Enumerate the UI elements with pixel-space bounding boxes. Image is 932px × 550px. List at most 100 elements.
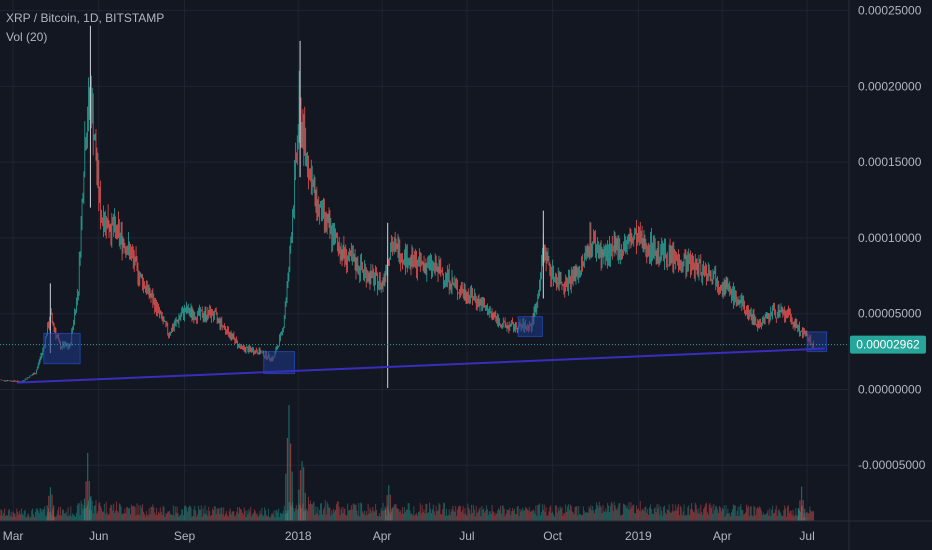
volume-bar xyxy=(630,502,632,521)
volume-bar xyxy=(527,510,529,521)
volume-bar xyxy=(16,508,18,521)
volume-bar xyxy=(539,503,541,521)
volume-bar xyxy=(352,503,354,521)
volume-indicator-title[interactable]: Vol (20) xyxy=(6,30,48,44)
volume-bar xyxy=(271,512,273,521)
volume-bar xyxy=(587,513,589,521)
volume-bar xyxy=(302,503,304,521)
volume-bar xyxy=(609,505,611,521)
volume-bar xyxy=(785,508,787,521)
volume-bar xyxy=(765,513,767,521)
volume-bar xyxy=(679,505,681,521)
volume-bar xyxy=(2,515,4,521)
volume-bar xyxy=(740,504,742,521)
volume-bar xyxy=(253,509,255,521)
volume-bar xyxy=(734,505,736,521)
volume-bar xyxy=(503,508,505,521)
volume-bar xyxy=(46,516,48,521)
volume-bar xyxy=(427,513,429,521)
highlight-box[interactable] xyxy=(263,351,295,375)
volume-bar xyxy=(288,405,290,521)
volume-bar xyxy=(162,505,164,521)
volume-bar xyxy=(257,517,259,521)
volume-bar xyxy=(681,515,683,521)
highlight-box[interactable] xyxy=(43,332,81,365)
volume-bar xyxy=(209,511,211,521)
volume-bar xyxy=(165,513,167,521)
volume-bar xyxy=(255,514,257,521)
volume-bar xyxy=(745,504,747,521)
volume-bar xyxy=(33,514,35,521)
volume-bar xyxy=(317,507,319,521)
volume-bar xyxy=(504,516,506,521)
volume-bar xyxy=(649,507,651,521)
volume-bar xyxy=(107,515,109,521)
volume-bar xyxy=(698,508,700,521)
volume-bar xyxy=(378,513,380,521)
volume-bar xyxy=(575,506,577,521)
volume-bar xyxy=(365,511,367,521)
volume-bar xyxy=(92,513,94,521)
volume-bar xyxy=(733,505,735,521)
volume-bar xyxy=(267,508,269,521)
volume-bar xyxy=(104,514,106,521)
volume-bar xyxy=(577,515,579,521)
highlight-box[interactable] xyxy=(517,316,543,337)
volume-bar xyxy=(497,510,499,521)
support-trendline[interactable] xyxy=(16,347,825,384)
volume-bar xyxy=(721,508,723,521)
volume-bar xyxy=(336,501,338,521)
volume-bar xyxy=(48,495,50,521)
volume-bar xyxy=(11,516,13,521)
volume-bar xyxy=(366,515,368,521)
volume-bar xyxy=(641,509,643,521)
volume-bar xyxy=(69,514,71,521)
volume-bar xyxy=(374,511,376,521)
volume-bar xyxy=(143,514,145,521)
volume-bar xyxy=(457,509,459,521)
volume-bar xyxy=(307,496,309,521)
volume-bar xyxy=(561,507,563,521)
volume-bar xyxy=(755,515,757,521)
volume-bar xyxy=(184,505,186,521)
volume-bar xyxy=(268,516,270,521)
volume-bar xyxy=(554,516,556,521)
volume-bar xyxy=(20,514,22,521)
volume-bar xyxy=(151,507,153,521)
volume-bar xyxy=(747,505,749,521)
volume-bar xyxy=(454,511,456,521)
volume-bar xyxy=(75,512,77,521)
volume-bar xyxy=(435,505,437,521)
symbol-title[interactable]: XRP / Bitcoin, 1D, BITSTAMP xyxy=(6,11,165,25)
volume-bar xyxy=(394,504,396,521)
volume-bar xyxy=(597,507,599,521)
volume-bar xyxy=(46,505,48,521)
volume-bar xyxy=(683,504,685,521)
volume-bar xyxy=(568,509,570,521)
volume-bar xyxy=(301,461,303,521)
volume-bar xyxy=(544,511,546,521)
volume-bar xyxy=(674,510,676,521)
volume-bar xyxy=(148,508,150,521)
volume-bar xyxy=(533,510,535,521)
volume-bar xyxy=(266,516,268,521)
volume-bar xyxy=(235,514,237,521)
volume-bar xyxy=(664,512,666,521)
volume-bar xyxy=(74,516,76,521)
volume-bar xyxy=(647,508,649,521)
volume-bar xyxy=(518,516,520,521)
volume-bar xyxy=(56,514,58,521)
volume-bar xyxy=(622,514,624,521)
volume-bar xyxy=(13,513,15,521)
highlight-box[interactable] xyxy=(806,331,828,353)
volume-bar xyxy=(310,503,312,521)
volume-bar xyxy=(411,513,413,521)
volume-bar xyxy=(45,515,47,521)
volume-bar xyxy=(326,501,328,521)
volume-bar xyxy=(331,510,333,521)
volume-bar xyxy=(218,507,220,521)
volume-bar xyxy=(502,505,504,521)
volume-bar xyxy=(526,509,528,521)
volume-bar xyxy=(290,443,292,521)
